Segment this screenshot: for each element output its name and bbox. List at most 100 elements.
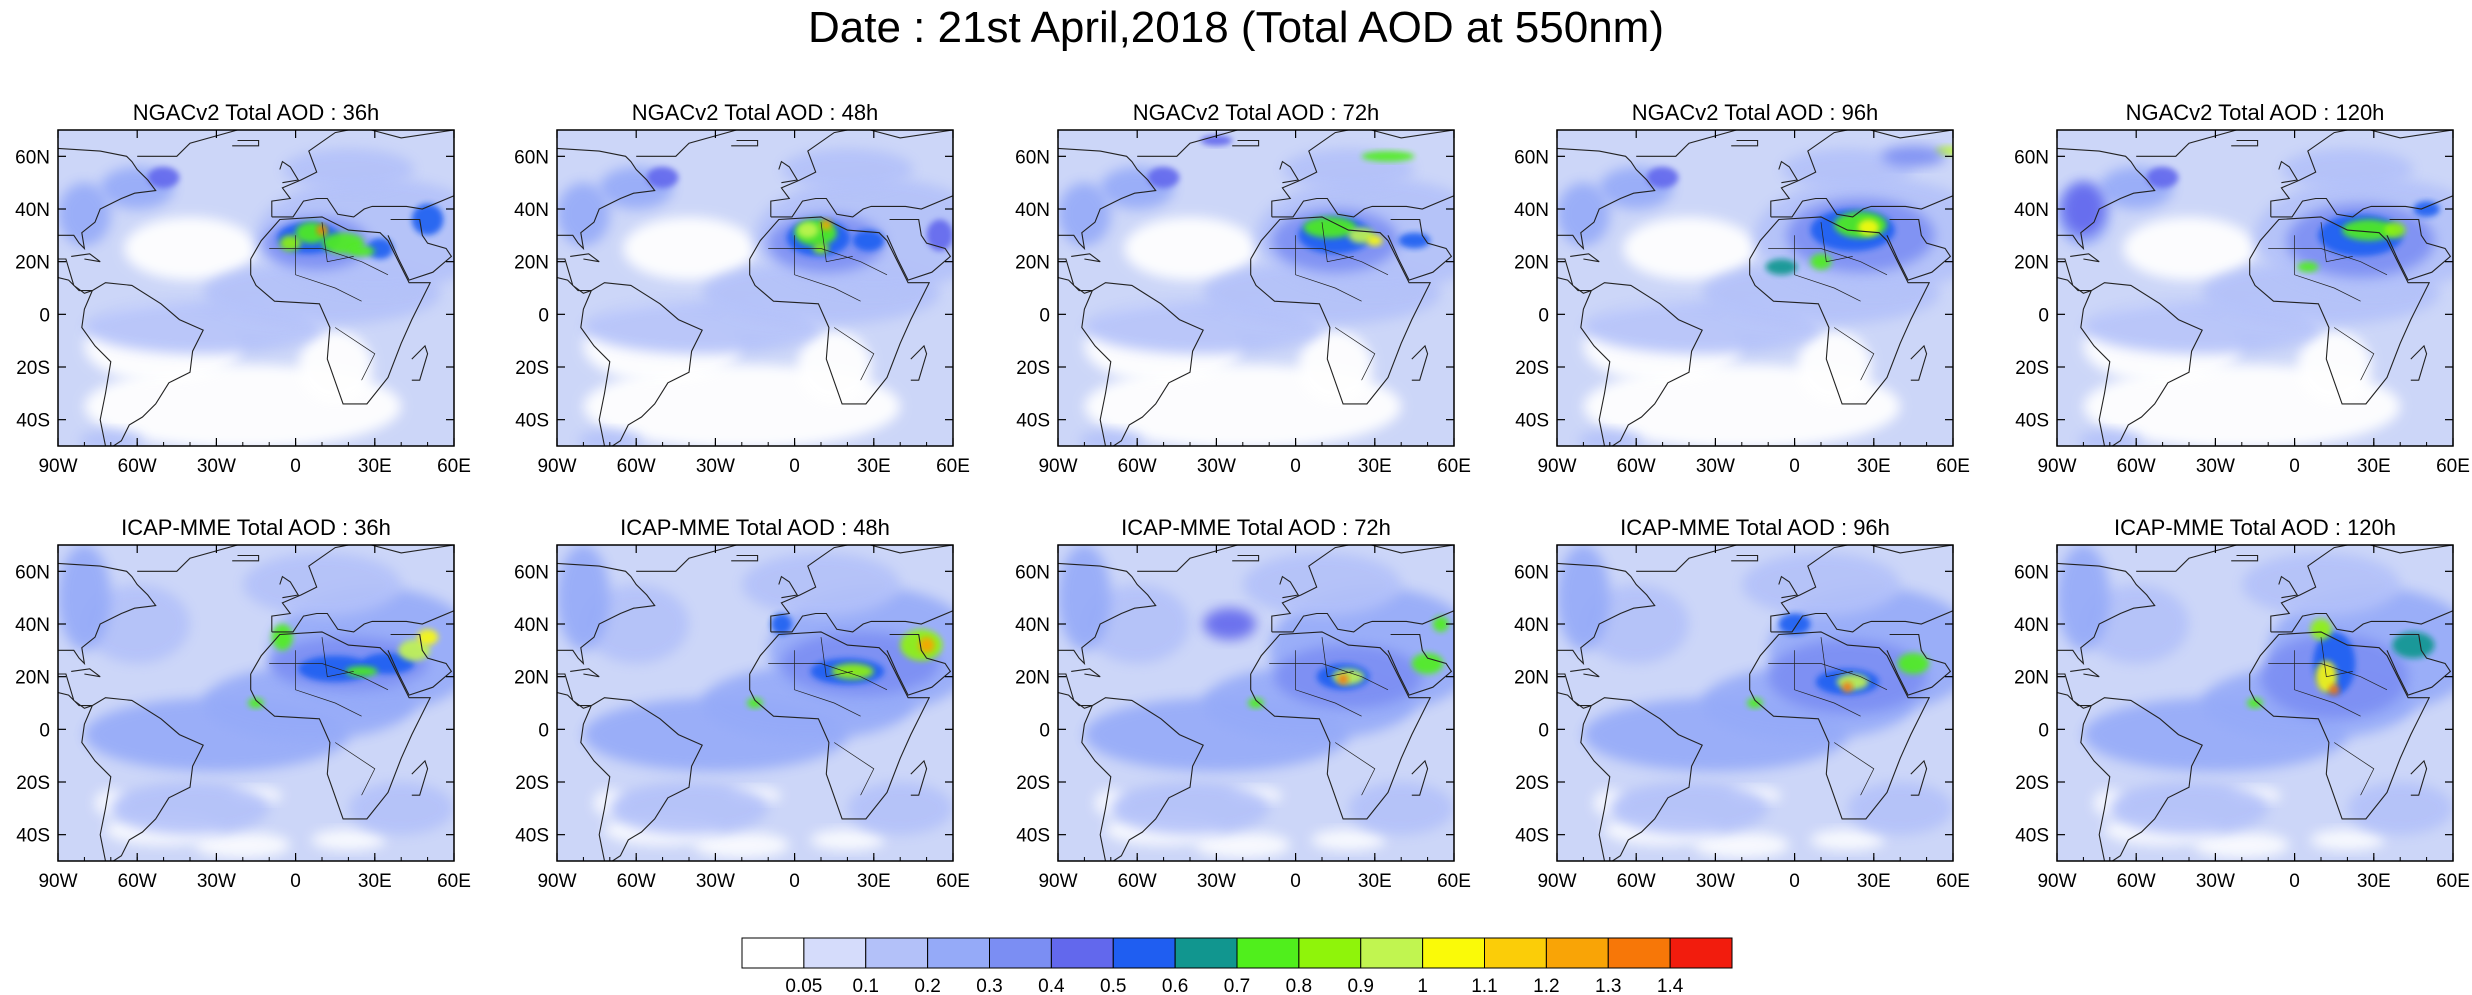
lon-tick-label: 60E — [1936, 456, 1970, 477]
lon-tick-label: 90W — [537, 456, 576, 477]
lon-tick-label: 30E — [358, 456, 392, 477]
panel-title: ICAP-MME Total AOD : 48h — [620, 515, 890, 540]
aod-field — [2057, 545, 2453, 861]
lat-tick-label: 40N — [2014, 200, 2049, 221]
lat-tick-label: 40S — [515, 411, 549, 432]
lat-tick-label: 20S — [1016, 773, 1050, 794]
map-frame — [1556, 129, 1954, 447]
lon-tick-label: 0 — [789, 871, 800, 892]
lat-tick-label: 20N — [1514, 668, 1549, 689]
lat-tick-label: 20S — [1515, 773, 1549, 794]
lon-tick-label: 90W — [1537, 871, 1576, 892]
lon-tick-label: 60E — [936, 871, 970, 892]
aod-field — [1557, 545, 1953, 861]
lon-tick-label: 90W — [2037, 456, 2076, 477]
panel-title: NGACv2 Total AOD : 36h — [133, 100, 380, 125]
colorbar-swatch — [989, 937, 1052, 969]
colorbar-swatch — [1669, 937, 1733, 969]
lat-tick-label: 40S — [16, 826, 50, 847]
coastlines — [2057, 545, 2453, 861]
lat-tick-label: 60N — [2014, 562, 2049, 583]
colorbar-swatch — [927, 937, 991, 969]
lat-tick-label: 20N — [2014, 253, 2049, 274]
lon-tick-label: 90W — [1038, 871, 1077, 892]
lon-tick-label: 0 — [290, 871, 301, 892]
map-frame — [57, 544, 455, 862]
colorbar-swatch — [1236, 937, 1300, 969]
colorbar-swatch — [1484, 937, 1547, 969]
lon-tick-label: 60E — [1936, 871, 1970, 892]
lon-tick-label: 60E — [1437, 871, 1471, 892]
colorbar-swatch — [1112, 937, 1176, 969]
aod-field — [557, 130, 953, 446]
lat-tick-label: 60N — [2014, 147, 2049, 168]
lon-tick-label: 30E — [1358, 871, 1392, 892]
lat-tick-label: 60N — [15, 147, 50, 168]
lat-tick-label: 20S — [2015, 773, 2049, 794]
lat-tick-label: 40N — [1514, 200, 1549, 221]
lat-tick-label: 0 — [1039, 305, 1050, 326]
lon-tick-label: 60E — [1437, 456, 1471, 477]
aod-field — [1557, 130, 1953, 446]
lon-tick-label: 60W — [1118, 456, 1157, 477]
coastlines — [1557, 130, 1953, 446]
map-panel-ngacv2-72h: NGACv2 Total AOD : 72h 90W 60W 30W 0 30E 60E 60… — [1015, 100, 1471, 477]
aod-field — [1058, 130, 1454, 446]
lon-tick-label: 60W — [118, 456, 157, 477]
lon-tick-label: 0 — [1789, 871, 1800, 892]
lat-tick-label: 20N — [15, 253, 50, 274]
colorbar-label: 0.6 — [1162, 976, 1188, 995]
map-panel-ngacv2-48h: NGACv2 Total AOD : 48h 90W 60W 30W 0 30E 60E 60… — [514, 100, 970, 477]
lon-tick-label: 30W — [1696, 871, 1735, 892]
lat-tick-label: 60N — [514, 562, 549, 583]
map-frame — [2056, 544, 2454, 862]
lat-tick-label: 0 — [1538, 305, 1549, 326]
lat-tick-label: 60N — [1514, 147, 1549, 168]
lat-tick-label: 40N — [2014, 615, 2049, 636]
lon-tick-label: 0 — [290, 456, 301, 477]
map-frame — [1057, 129, 1455, 447]
lon-tick-label: 30W — [696, 456, 735, 477]
lat-tick-label: 20N — [514, 253, 549, 274]
colorbar: 0.05 0.1 0.2 0.3 0.4 0.5 0.6 0.7 0.8 0.9 1 1.1 1.2 1.… — [741, 937, 1733, 995]
lon-tick-label: 30E — [857, 871, 891, 892]
panel-title: NGACv2 Total AOD : 120h — [2126, 100, 2385, 125]
lat-tick-label: 0 — [39, 720, 50, 741]
map-panel-icap-mme-48h: ICAP-MME Total AOD : 48h 90W 60W 30W 0 30E 60E… — [514, 515, 970, 892]
lat-tick-label: 20S — [2015, 358, 2049, 379]
lon-tick-label: 60E — [936, 456, 970, 477]
lon-tick-label: 0 — [1789, 456, 1800, 477]
map-panel-ngacv2-36h: NGACv2 Total AOD : 36h 90W 60W 30W 0 30E 60E 60… — [15, 100, 471, 477]
colorbar-label: 0.1 — [853, 976, 879, 995]
lat-tick-label: 40N — [514, 615, 549, 636]
lat-tick-label: 40N — [1015, 200, 1050, 221]
colorbar-swatch — [1174, 937, 1238, 969]
lon-tick-label: 0 — [1290, 456, 1301, 477]
colorbar-swatch — [1422, 937, 1486, 969]
lat-tick-label: 0 — [538, 305, 549, 326]
aod-field — [2057, 130, 2453, 446]
lon-tick-label: 30W — [696, 871, 735, 892]
map-panel-ngacv2-120h: NGACv2 Total AOD : 120h 90W 60W 30W 0 30E 60E 6… — [2014, 100, 2470, 477]
map-frame — [1057, 544, 1455, 862]
lat-tick-label: 20S — [16, 773, 50, 794]
colorbar-swatch — [1607, 937, 1671, 969]
lon-tick-label: 30E — [1358, 456, 1392, 477]
lat-tick-label: 40S — [1016, 826, 1050, 847]
lon-tick-label: 60E — [2436, 871, 2470, 892]
map-panel-ngacv2-96h: NGACv2 Total AOD : 96h 90W 60W 30W 0 30E 60E 60… — [1514, 100, 1970, 477]
map-panel-icap-mme-72h: ICAP-MME Total AOD : 72h 90W 60W 30W 0 30E 60E… — [1015, 515, 1471, 892]
coastlines — [2057, 130, 2453, 446]
map-panel-icap-mme-36h: ICAP-MME Total AOD : 36h 90W 60W 30W 0 30E 60E… — [15, 515, 471, 892]
coastlines — [58, 545, 454, 861]
lon-tick-label: 30E — [857, 456, 891, 477]
lat-tick-label: 20S — [1515, 358, 1549, 379]
lon-tick-label: 90W — [1038, 456, 1077, 477]
lat-tick-label: 40N — [514, 200, 549, 221]
aod-field — [58, 545, 454, 861]
lon-tick-label: 30E — [2357, 456, 2391, 477]
lat-tick-label: 20S — [515, 358, 549, 379]
colorbar-label: 0.9 — [1348, 976, 1374, 995]
lon-tick-label: 0 — [2289, 456, 2300, 477]
